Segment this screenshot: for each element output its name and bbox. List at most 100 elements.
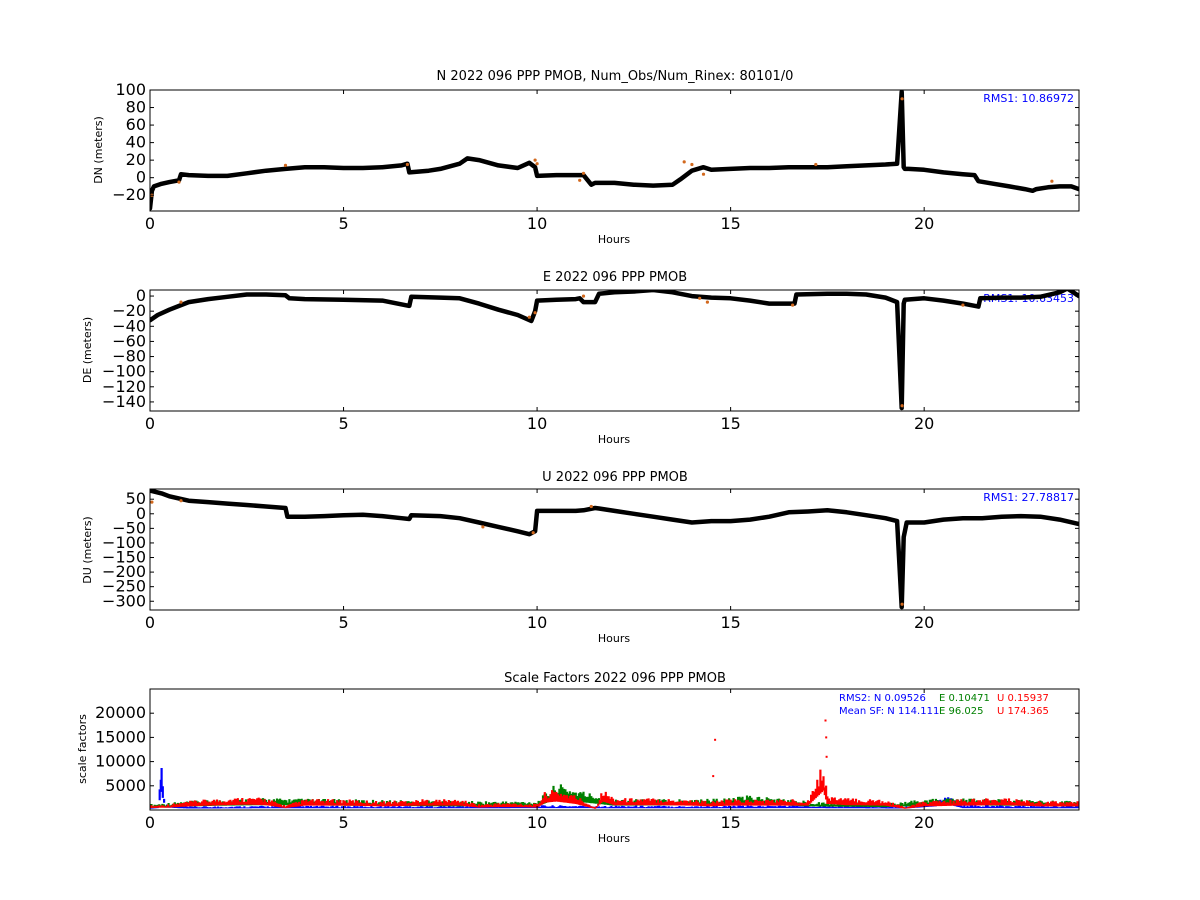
n-series-line <box>150 90 1079 211</box>
sf-y-tick-label: 5000 <box>105 776 146 795</box>
u-outlier-point <box>531 531 535 535</box>
u-outlier-point <box>481 525 485 529</box>
e-y-tick-label: 0 <box>136 286 146 305</box>
scale-factors-title: Scale Factors 2022 096 PPP PMOB <box>504 671 726 686</box>
east-y-label: DE (meters) <box>81 317 94 383</box>
e-axes-frame <box>149 289 1080 412</box>
u-x-tick-label: 0 <box>145 613 155 632</box>
e-outlier-point <box>791 303 795 307</box>
u-x-tick-label: 5 <box>338 613 348 632</box>
n-y-tick-label: −20 <box>112 185 146 204</box>
panel-north: N 2022 096 PPP PMOB, Num_Obs/Num_Rinex: … <box>92 69 1080 246</box>
scale-factor-u-series <box>150 769 1079 809</box>
e-x-tick-label: 15 <box>720 414 740 433</box>
n-outlier-point <box>177 180 181 184</box>
rms2-u-annotation: U 0.15937 <box>997 693 1049 704</box>
sf-x-tick-label: 10 <box>527 813 547 832</box>
u-x-tick-label: 15 <box>720 613 740 632</box>
n-y-tick-label: 40 <box>126 133 146 152</box>
n-x-tick-label: 10 <box>527 214 547 233</box>
e-plot-area <box>150 290 1079 411</box>
n-outlier-point <box>581 171 586 175</box>
n-axes-frame <box>149 89 1080 212</box>
sf-x-tick-label: 20 <box>914 813 934 832</box>
mean-sf-e-annotation: E 96.025 <box>939 706 984 717</box>
n-y-tick-label: 80 <box>126 98 146 117</box>
e-x-tick-label: 0 <box>145 414 155 433</box>
n-outlier-point <box>1050 179 1054 183</box>
n-x-tick-label: 20 <box>914 214 934 233</box>
panel-east: E 2022 096 PPP PMOB DE (meters) Hours RM… <box>81 270 1080 446</box>
u-y-tick-label: −150 <box>102 548 146 567</box>
n-x-tick-label: 0 <box>145 214 155 233</box>
e-y-tick-label: −100 <box>102 362 146 381</box>
up-x-label: Hours <box>598 632 630 645</box>
scale-factors-y-label: scale factors <box>76 714 89 784</box>
n-x-tick-label: 5 <box>338 214 348 233</box>
u-outlier-point <box>589 504 593 509</box>
scale-factor-spike-point <box>825 755 828 758</box>
u-outlier-point <box>900 602 904 606</box>
sf-y-tick-label: 15000 <box>95 727 146 746</box>
east-title: E 2022 096 PPP PMOB <box>543 270 687 285</box>
mean-sf-u-annotation: U 174.365 <box>997 706 1049 717</box>
east-x-label: Hours <box>598 433 630 446</box>
n-y-tick-label: 60 <box>126 115 146 134</box>
n-outlier-point <box>535 162 539 166</box>
e-outlier-point <box>179 300 183 304</box>
scale-factor-n-series <box>150 768 1079 809</box>
panel-up: U 2022 096 PPP PMOB DU (meters) Hours RM… <box>81 470 1080 645</box>
scale-factor-spike-point <box>712 775 715 778</box>
e-y-tick-label: −80 <box>112 347 146 366</box>
n-outlier-point <box>900 97 904 101</box>
e-y-tick-label: −60 <box>112 331 146 350</box>
e-x-tick-label: 20 <box>914 414 934 433</box>
sf-x-tick-label: 15 <box>720 813 740 832</box>
u-axes-frame <box>149 488 1080 611</box>
n-outlier-point <box>578 178 582 182</box>
up-title: U 2022 096 PPP PMOB <box>542 470 688 485</box>
sf-y-tick-label: 10000 <box>95 752 146 771</box>
u-y-tick-label: −100 <box>102 533 146 552</box>
u-x-tick-label: 10 <box>527 613 547 632</box>
sf-axes-frame <box>149 688 1080 811</box>
e-y-tick-label: −20 <box>112 301 146 320</box>
e-outlier-point <box>705 300 710 304</box>
u-y-tick-label: 0 <box>136 504 146 523</box>
u-outlier-point <box>179 499 183 503</box>
n-outlier-point <box>701 172 706 176</box>
u-y-tick-label: 50 <box>126 489 146 508</box>
n-y-tick-label: 20 <box>126 150 146 169</box>
e-y-tick-label: −40 <box>112 316 146 335</box>
up-rms-annotation: RMS1: 27.78817 <box>983 491 1074 504</box>
n-y-tick-label: 0 <box>136 168 146 187</box>
scale-factor-spike-point <box>824 719 827 722</box>
e-x-tick-label: 10 <box>527 414 547 433</box>
e-outlier-point <box>961 303 965 307</box>
u-x-tick-label: 20 <box>914 613 934 632</box>
panel-scale-factors: Scale Factors 2022 096 PPP PMOB scale fa… <box>76 671 1080 845</box>
u-y-tick-label: −200 <box>102 562 146 581</box>
north-rms-annotation: RMS1: 10.86972 <box>983 92 1074 105</box>
u-outlier-point <box>150 500 154 504</box>
e-series-line <box>150 290 1079 411</box>
e-outlier-point <box>533 311 537 315</box>
sf-x-tick-label: 0 <box>145 813 155 832</box>
u-y-tick-label: −300 <box>102 591 146 610</box>
n-outlier-point <box>682 160 686 164</box>
scale-factors-x-label: Hours <box>598 832 630 845</box>
n-y-tick-label: 100 <box>115 80 146 99</box>
mean-sf-n-annotation: Mean SF: N 114.111 <box>839 706 939 717</box>
sf-x-tick-label: 5 <box>338 813 348 832</box>
n-outlier-point <box>533 158 537 162</box>
n-plot-area <box>150 90 1079 211</box>
north-title: N 2022 096 PPP PMOB, Num_Obs/Num_Rinex: … <box>437 69 794 84</box>
rms2-e-annotation: E 0.10471 <box>939 693 990 704</box>
e-outlier-point <box>527 315 531 319</box>
e-y-tick-label: −120 <box>102 377 146 396</box>
e-x-tick-label: 5 <box>338 414 348 433</box>
north-x-label: Hours <box>598 233 630 246</box>
u-y-tick-label: −250 <box>102 577 146 596</box>
scale-factor-spike-point <box>825 736 828 739</box>
